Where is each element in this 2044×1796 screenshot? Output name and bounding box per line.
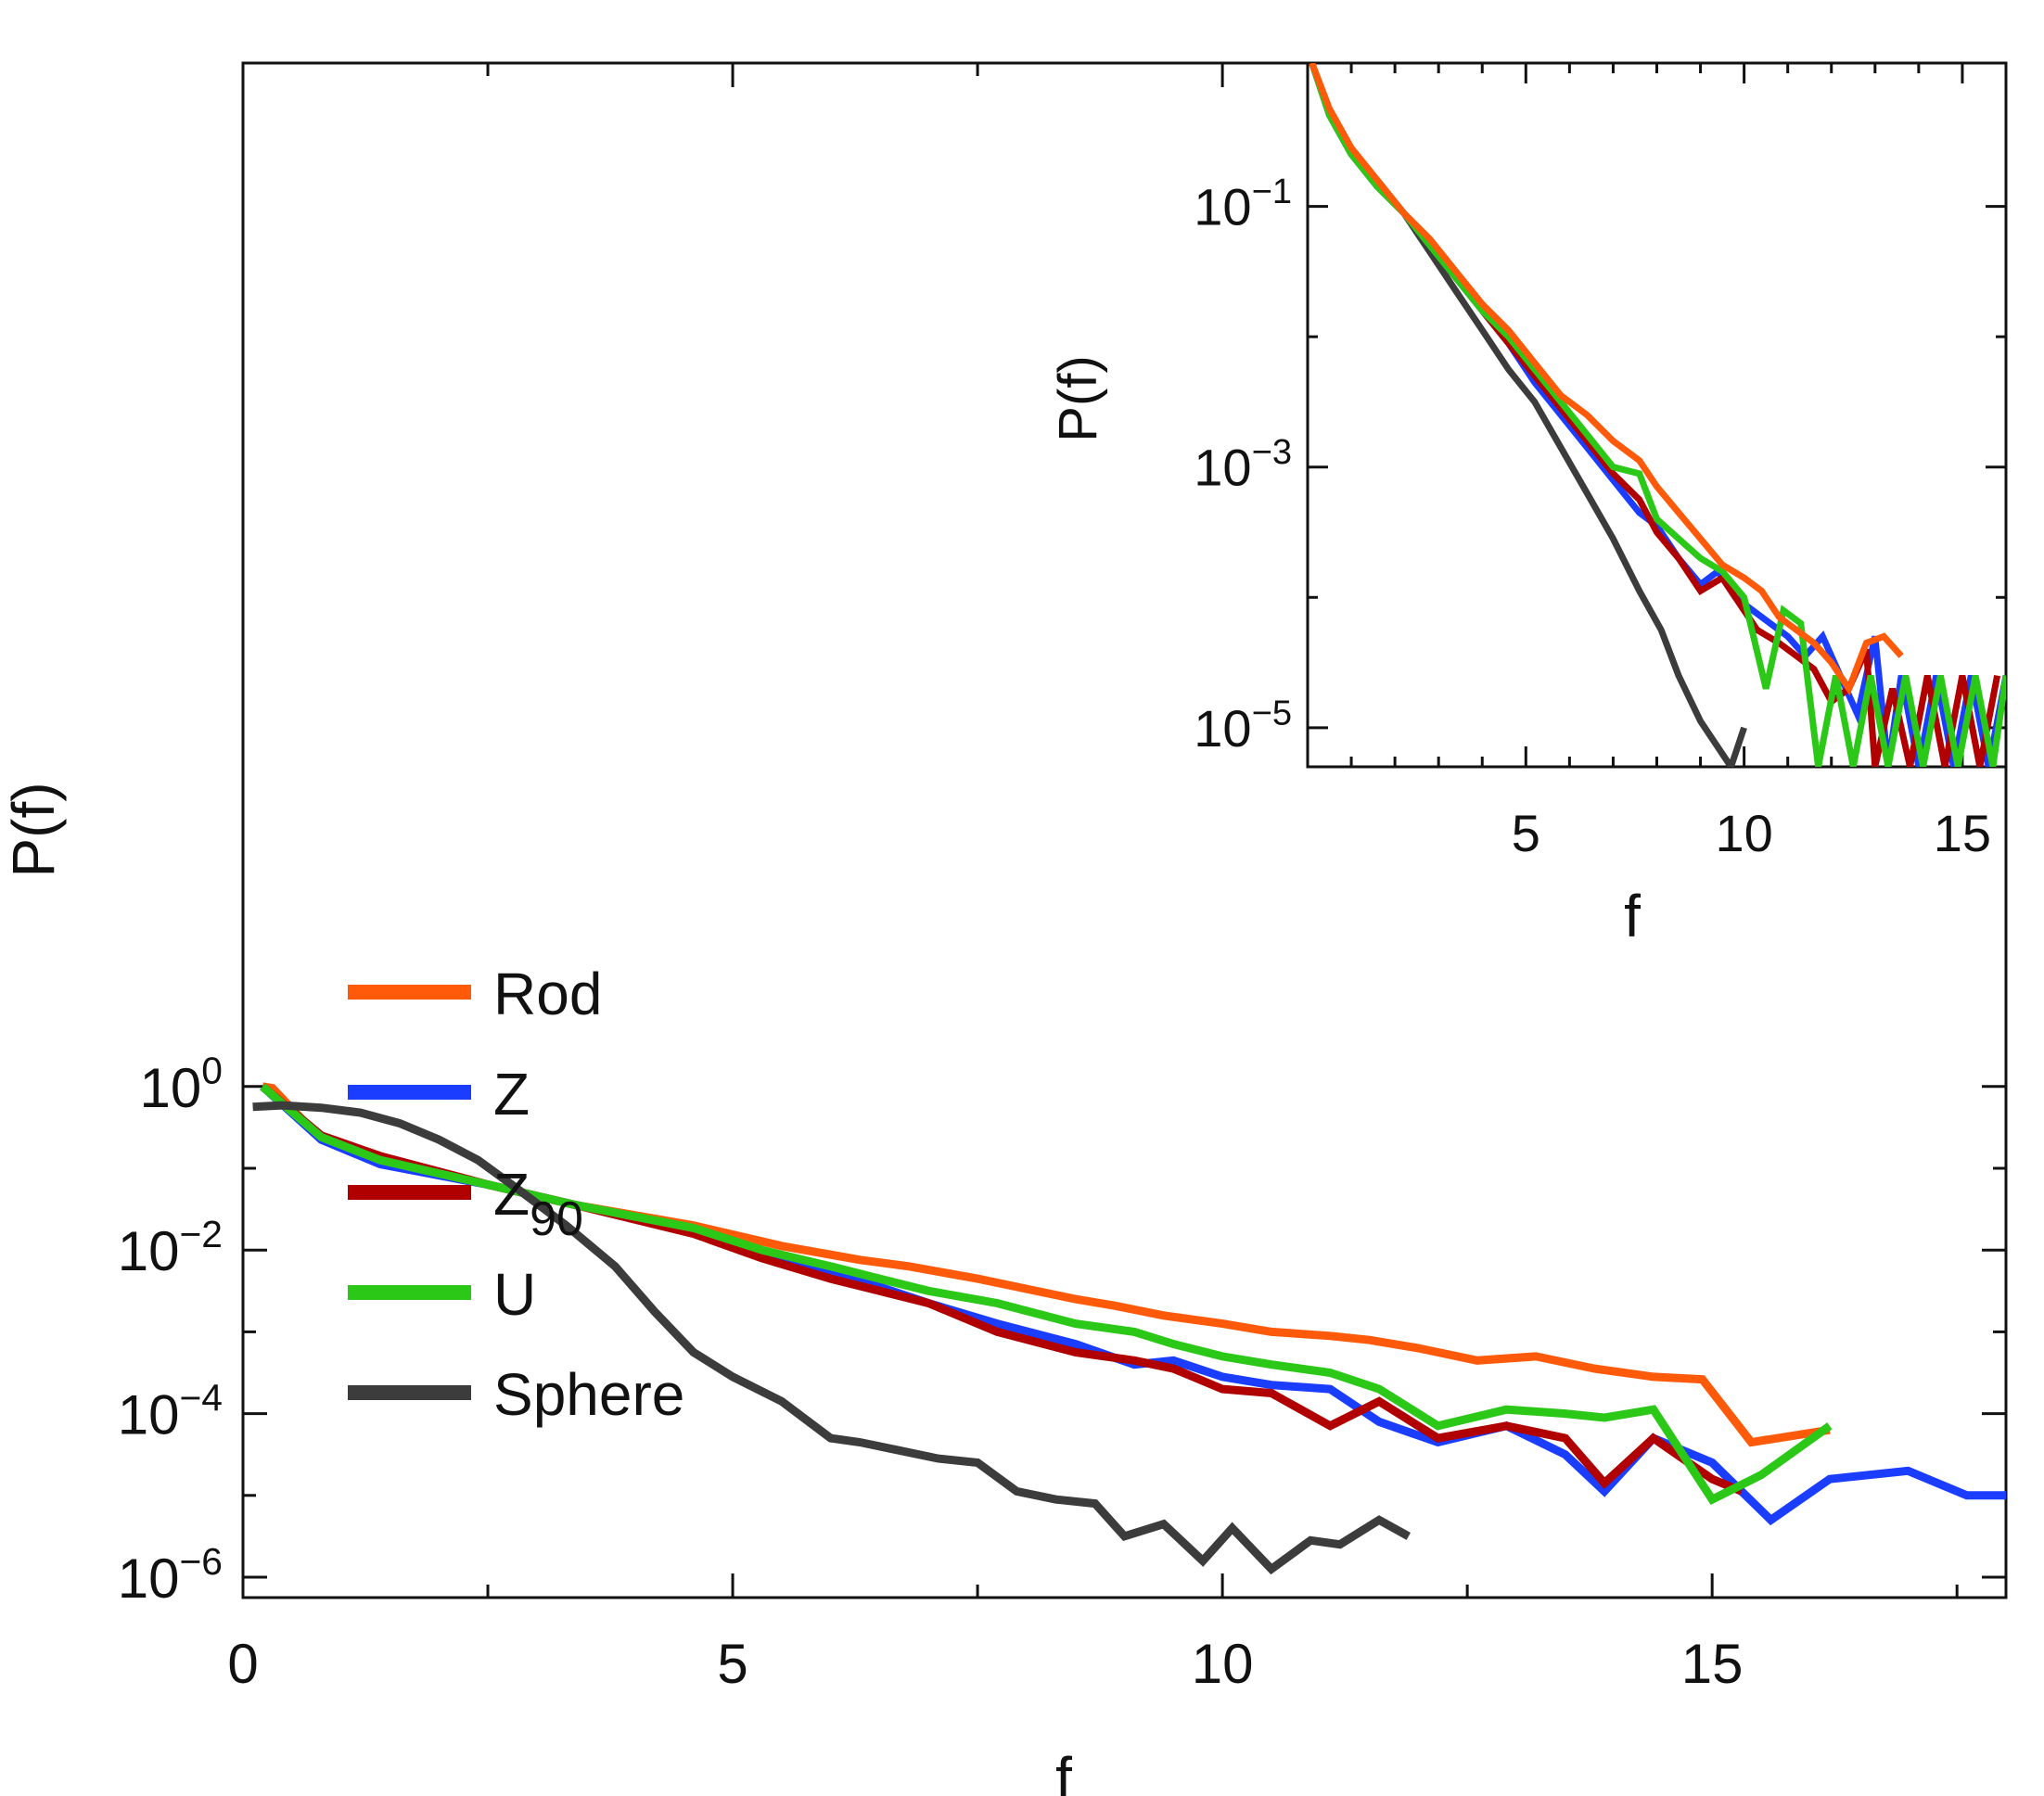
main-x-axis-label: f — [1055, 1745, 1072, 1796]
legend-label-main: Z — [493, 1061, 530, 1127]
inset-y-tick-label: 10−5 — [1194, 694, 1292, 758]
main-y-tick-label-base: 10 — [118, 1384, 180, 1446]
main-series-line-z90 — [260, 1083, 1744, 1496]
inset-y-tick-label: 10−3 — [1194, 433, 1292, 497]
legend-label-sphere: Sphere — [493, 1361, 684, 1428]
legend-label-z: Z — [493, 1061, 530, 1127]
legend-label-z90: Z90 — [493, 1161, 583, 1246]
inset-x-axis-label: f — [1624, 883, 1641, 949]
inset-x-tick-label: 5 — [1512, 804, 1540, 862]
main-y-tick-label-base: 10 — [118, 1548, 180, 1610]
inset-y-tick-label-exponent: −3 — [1252, 433, 1292, 472]
inset-y-tick-label-exponent: −1 — [1252, 172, 1292, 211]
legend-label-rod: Rod — [493, 961, 602, 1027]
legend-label-main: Z — [493, 1161, 530, 1228]
main-series-line-u — [260, 1083, 1833, 1506]
main-y-axis-label: P(f) — [0, 782, 67, 877]
main-y-tick-label: 100 — [140, 1050, 223, 1119]
main-y-tick-label: 10−6 — [118, 1540, 223, 1610]
inset-x-tick-label: 10 — [1715, 804, 1772, 862]
main-series-line-sphere — [252, 1101, 1411, 1575]
main-y-tick-label-exponent: 0 — [201, 1050, 223, 1092]
legend-label-subscript: 90 — [530, 1192, 583, 1246]
legend-label-main: Sphere — [493, 1361, 684, 1428]
main-x-tick-label: 5 — [717, 1633, 747, 1695]
main-y-tick-label: 10−2 — [118, 1213, 223, 1282]
main-x-tick-label: 0 — [227, 1633, 258, 1695]
inset-series-line-u — [1309, 63, 2006, 767]
inset-y-tick-label: 10−1 — [1194, 172, 1292, 236]
main-y-tick-label-base: 10 — [118, 1220, 180, 1282]
main-series-group — [252, 1082, 2006, 1575]
inset-y-axis-label: P(f) — [1048, 355, 1108, 441]
main-y-tick-label-exponent: −2 — [179, 1213, 223, 1255]
main-y-tick-label-exponent: −6 — [179, 1540, 223, 1583]
main-x-tick-label: 15 — [1681, 1633, 1744, 1695]
main-x-tick-label: 10 — [1192, 1633, 1254, 1695]
inset-background — [1308, 63, 2006, 767]
inset-y-tick-label-base: 10 — [1194, 439, 1251, 497]
legend-label-u: U — [493, 1261, 536, 1328]
inset-series-group — [1309, 63, 2006, 767]
inset-y-tick-label-base: 10 — [1194, 178, 1251, 236]
inset-x-tick-label: 15 — [1934, 804, 1991, 862]
main-y-tick-label: 10−4 — [118, 1376, 223, 1446]
main-y-tick-label-base: 10 — [140, 1057, 202, 1119]
legend-label-main: Rod — [493, 961, 602, 1027]
inset-y-tick-label-exponent: −5 — [1252, 694, 1292, 732]
inset-y-tick-label-base: 10 — [1194, 699, 1251, 758]
inset-series-line-rod — [1309, 63, 1904, 696]
main-y-tick-label-exponent: −4 — [179, 1376, 223, 1419]
legend-label-main: U — [493, 1261, 536, 1328]
main-plot-frame — [241, 61, 2008, 1599]
